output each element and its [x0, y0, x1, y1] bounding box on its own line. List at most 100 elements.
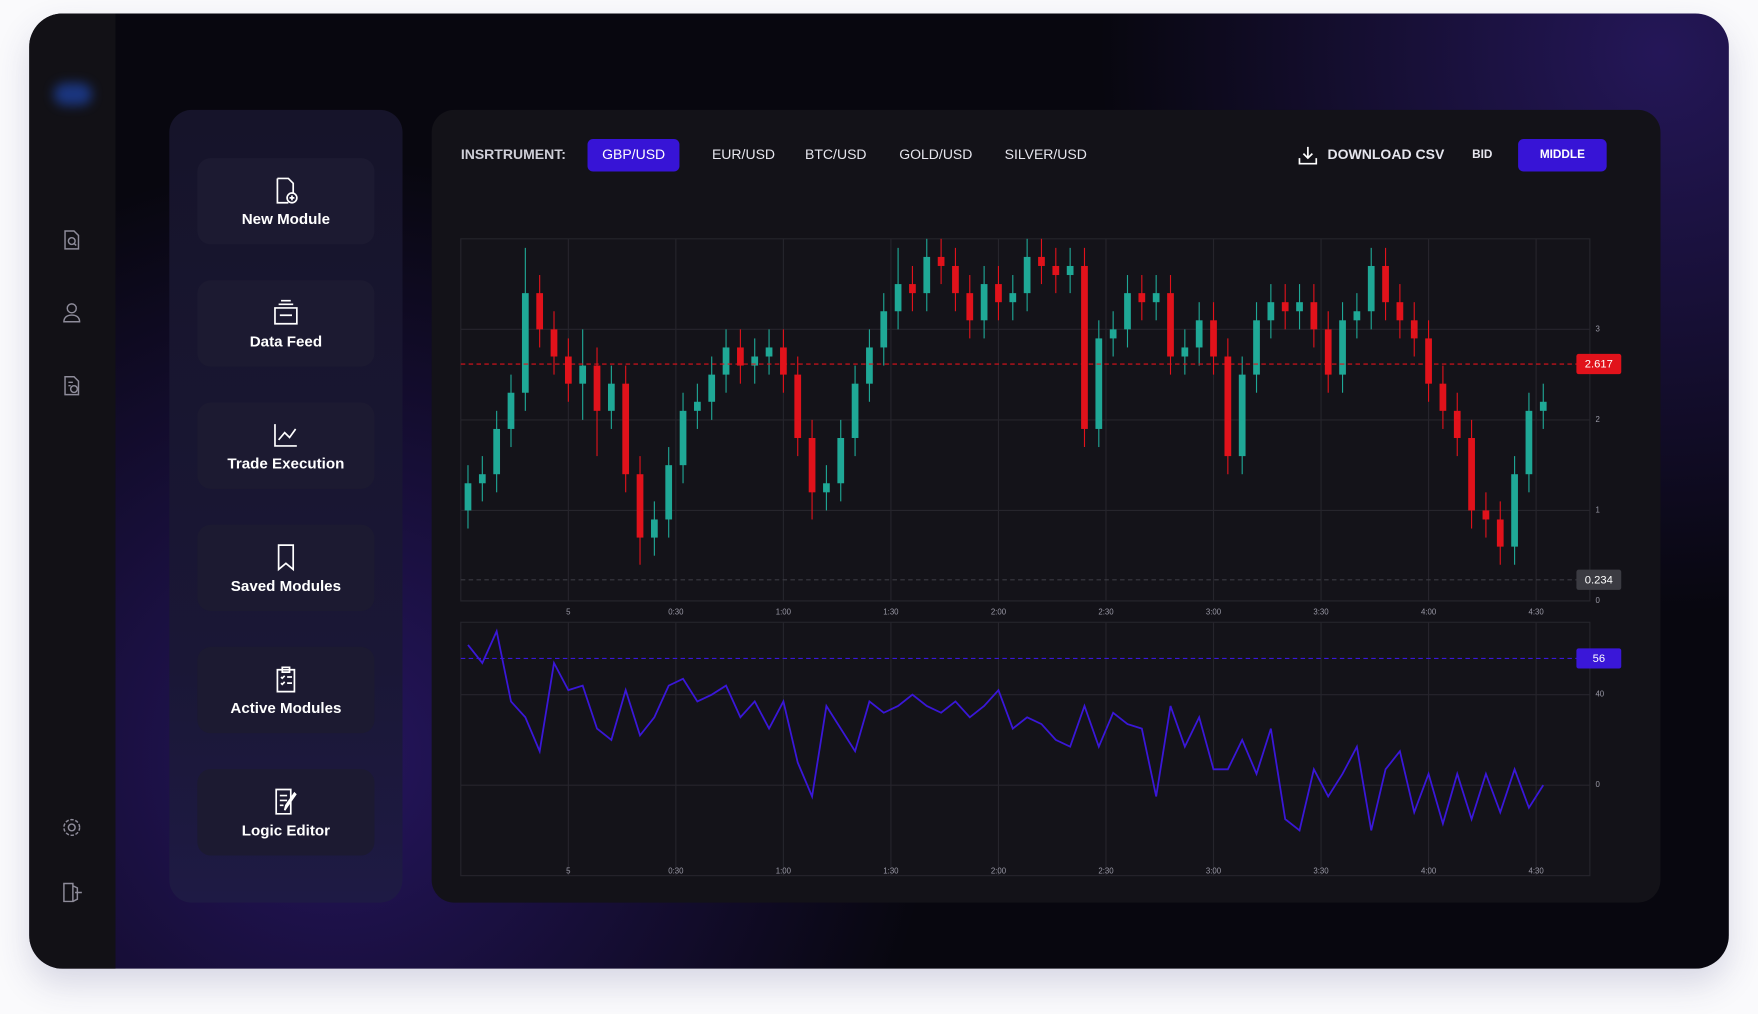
- candle-body: [851, 383, 859, 438]
- candle-body: [909, 284, 916, 294]
- logo: [53, 82, 92, 106]
- menu-label: Logic Editor: [241, 821, 331, 839]
- candle-body: [694, 401, 701, 411]
- menu-item[interactable]: Data Feed: [197, 280, 375, 367]
- price-label: 0.234: [1585, 574, 1613, 586]
- candle-body: [1468, 437, 1475, 511]
- candle-body: [1052, 265, 1060, 276]
- candle-body: [1310, 302, 1318, 330]
- candle-body: [980, 284, 988, 321]
- candle-body: [1267, 302, 1275, 321]
- instrument-button[interactable]: GBP/USD: [587, 139, 680, 172]
- y-tick-label: 0: [1595, 780, 1600, 789]
- candle-body: [1525, 410, 1533, 475]
- x-tick-label: 4:30: [1528, 607, 1544, 616]
- candle-body: [1152, 293, 1160, 303]
- candle-body: [1095, 338, 1103, 429]
- x-tick-label: 3:30: [1313, 607, 1329, 616]
- candle-body: [607, 383, 615, 411]
- x-tick-label: 2:00: [991, 607, 1007, 616]
- icon-search-doc[interactable]: [61, 229, 83, 251]
- icon-settings[interactable]: [61, 816, 83, 838]
- price-label: 2.617: [1585, 359, 1613, 371]
- candle-body: [679, 410, 687, 466]
- candle-body: [1224, 356, 1232, 457]
- menu-item[interactable]: New Module: [197, 158, 375, 245]
- instrument-button[interactable]: GOLD/USD: [899, 146, 973, 163]
- candle-body: [966, 293, 974, 321]
- icon-invoice[interactable]: [61, 374, 83, 396]
- price-label: 56: [1593, 653, 1605, 665]
- icon-logout[interactable]: [61, 881, 83, 903]
- candle-body: [1281, 302, 1289, 312]
- menu-label: Saved Modules: [230, 577, 342, 595]
- menu-item[interactable]: Trade Execution: [197, 402, 375, 489]
- candle-body: [1439, 383, 1447, 411]
- y-tick-label: 3: [1595, 324, 1600, 333]
- mode-button[interactable]: BID: [1472, 147, 1493, 162]
- menu-label: Active Modules: [230, 699, 342, 717]
- candle-body: [1167, 293, 1174, 357]
- candle-body: [622, 383, 630, 475]
- candle-body: [894, 284, 902, 312]
- x-tick-label: 1:30: [883, 866, 899, 875]
- instrument-button[interactable]: EUR/USD: [711, 146, 776, 163]
- x-tick-label: 4:00: [1421, 866, 1437, 875]
- candle-body: [564, 356, 572, 384]
- download-button[interactable]: DOWNLOAD CSV: [1327, 146, 1445, 163]
- candle-body: [1081, 265, 1088, 429]
- candle-body: [1511, 474, 1518, 547]
- candle-body: [1009, 293, 1017, 303]
- candle-body: [1253, 320, 1260, 375]
- x-tick-label: 3:00: [1206, 607, 1222, 616]
- candle-body: [593, 365, 601, 411]
- y-tick-label: 2: [1595, 415, 1599, 424]
- icon-user[interactable]: [61, 302, 83, 324]
- candle-body: [780, 347, 787, 375]
- candle-body: [995, 284, 1002, 303]
- candle-body: [1138, 293, 1146, 303]
- y-tick-label: 1: [1595, 506, 1599, 515]
- candle-body: [837, 437, 845, 484]
- candle-body: [1181, 347, 1189, 357]
- menu-item[interactable]: Active Modules: [197, 646, 375, 734]
- menu-item[interactable]: Logic Editor: [197, 769, 375, 856]
- candle-body: [1367, 265, 1375, 312]
- module-menu: New Module Data Feed Trade Execution Sav…: [169, 109, 403, 903]
- candle-body: [823, 483, 830, 493]
- candle-body: [579, 365, 587, 384]
- menu-item[interactable]: Saved Modules: [197, 524, 375, 612]
- x-tick-label: 5: [566, 866, 571, 875]
- price-badge: [1576, 569, 1622, 590]
- candle-body: [1539, 401, 1547, 411]
- y-tick-label: 40: [1595, 690, 1604, 699]
- menu-label: New Module: [241, 210, 331, 228]
- mode-button[interactable]: MIDDLE: [1518, 139, 1607, 172]
- price-badge: [1576, 353, 1622, 375]
- candle-body: [1382, 265, 1389, 303]
- candle-body: [765, 347, 773, 357]
- x-tick-label: 3:30: [1313, 866, 1329, 875]
- download-icon[interactable]: [1298, 146, 1318, 165]
- instrument-button[interactable]: BTC/USD: [805, 146, 867, 163]
- candle-body: [521, 293, 529, 393]
- candle-body: [1124, 293, 1131, 330]
- candle-body: [1195, 320, 1203, 348]
- instrument-button[interactable]: SILVER/USD: [1004, 146, 1087, 163]
- candle-body: [708, 374, 716, 402]
- candle-body: [1066, 265, 1074, 276]
- x-tick-label: 1:00: [776, 866, 792, 875]
- x-tick-label: 1:30: [883, 607, 899, 616]
- candle-body: [507, 392, 515, 429]
- candle-body: [952, 265, 959, 294]
- y-tick-label: 0: [1595, 596, 1600, 605]
- candle-body: [937, 256, 945, 266]
- candle-body: [1210, 320, 1217, 357]
- candle-body: [665, 465, 673, 520]
- menu-label: Data Feed: [249, 332, 323, 350]
- candle-body: [722, 347, 730, 375]
- menu-label: Trade Execution: [227, 455, 345, 473]
- x-tick-label: 2:30: [1098, 607, 1114, 616]
